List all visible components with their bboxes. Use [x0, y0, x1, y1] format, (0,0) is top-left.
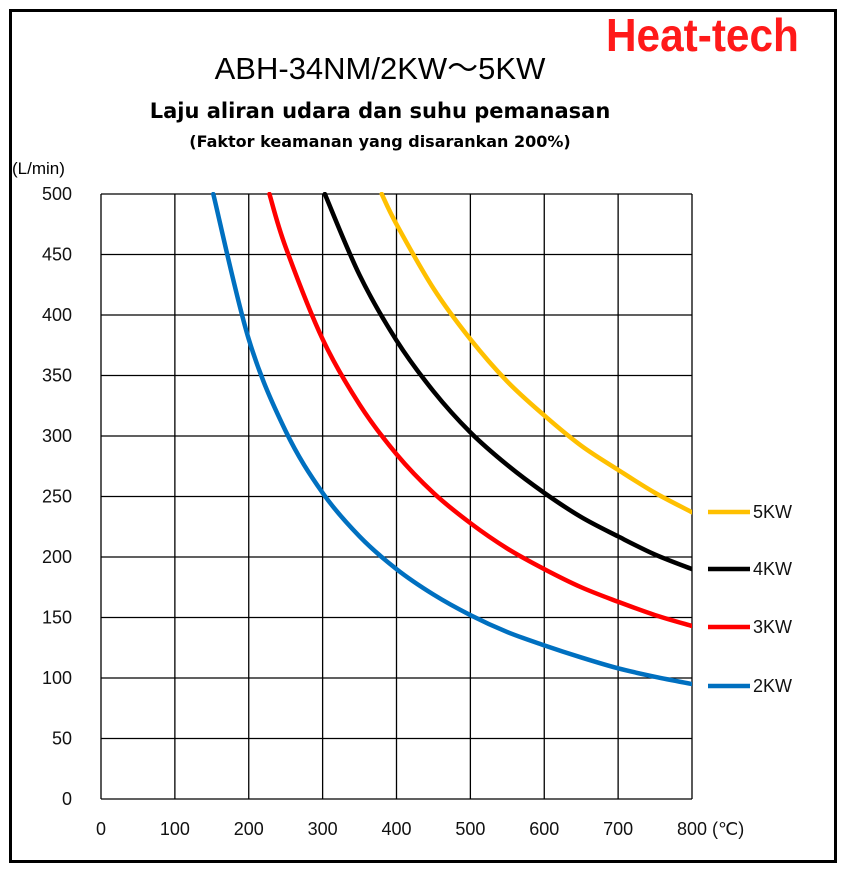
series-3KW-line	[267, 192, 692, 629]
curves	[211, 192, 692, 687]
y-tick-label: 450	[42, 245, 72, 265]
chart-subtitle-note: (Faktor keamanan yang disarankan 200%)	[189, 132, 571, 151]
chart-frame	[9, 9, 837, 863]
chart-subtitle: Laju aliran udara dan suhu pemanasan	[149, 99, 611, 123]
y-tick-label: 0	[62, 789, 72, 809]
y-ticks: 0 50 100 150 200 250 300 350 400 450 500	[42, 184, 72, 809]
grid	[100, 193, 693, 800]
x-tick-label: 800	[677, 819, 707, 839]
x-axis-label: (℃)	[712, 819, 744, 839]
y-tick-label: 300	[42, 426, 72, 446]
series-2KW-line	[211, 192, 692, 687]
y-tick-label: 250	[42, 487, 72, 507]
y-tick-label: 150	[42, 608, 72, 628]
y-tick-label: 200	[42, 547, 72, 567]
legend-label-2KW: 2KW	[753, 676, 792, 696]
legend-label-3KW: 3KW	[753, 617, 792, 637]
x-tick-label: 100	[160, 819, 190, 839]
y-axis-label: (L/min)	[12, 159, 65, 178]
legend: 5KW 4KW 3KW 2KW	[708, 502, 792, 696]
y-tick-label: 50	[52, 729, 72, 749]
legend-label-4KW: 4KW	[753, 559, 792, 579]
brand-logo: Heat-tech	[606, 9, 799, 61]
y-tick-label: 100	[42, 668, 72, 688]
x-tick-label: 200	[234, 819, 264, 839]
x-ticks: 0 100 200 300 400 500 600 700 800 (℃)	[96, 819, 744, 839]
y-tick-label: 400	[42, 305, 72, 325]
chart-title: ABH-34NM/2KW～5KW	[214, 51, 546, 86]
x-tick-label: 600	[529, 819, 559, 839]
legend-label-5KW: 5KW	[753, 502, 792, 522]
x-tick-label: 0	[96, 819, 106, 839]
series-5KW-line	[379, 192, 692, 515]
x-tick-label: 700	[603, 819, 633, 839]
x-tick-label: 300	[308, 819, 338, 839]
series-4KW-line	[322, 192, 692, 572]
x-tick-label: 500	[455, 819, 485, 839]
x-tick-label: 400	[381, 819, 411, 839]
y-tick-label: 500	[42, 184, 72, 204]
y-tick-label: 350	[42, 366, 72, 386]
